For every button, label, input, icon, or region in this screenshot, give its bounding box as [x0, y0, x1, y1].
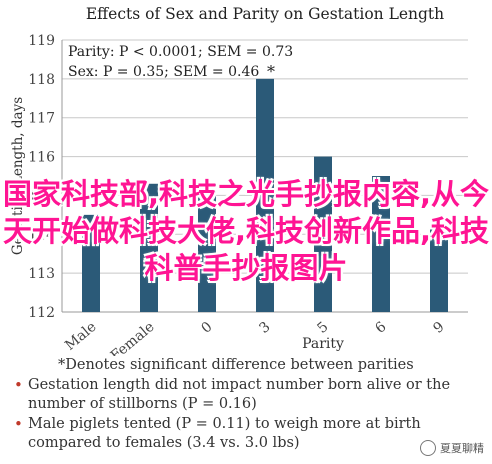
bar-annotation: * — [267, 62, 275, 81]
y-axis-label: Gestation Length, days — [10, 97, 26, 255]
bar — [314, 156, 332, 312]
y-tick-label: 113 — [28, 266, 55, 282]
bullet-icon: • — [14, 415, 23, 433]
x-tick-label: 0 — [198, 319, 215, 337]
x-tick-label: Male — [62, 319, 99, 354]
overlay-caption: 国家科技部,科技之光手抄报内容,从今天开始做科技大佬,科技创新作品,科技科普手抄… — [2, 177, 490, 285]
y-tick-label: 118 — [28, 72, 55, 88]
y-tick-label: 117 — [28, 111, 55, 127]
watermark-text: 夏夏聊精 — [440, 442, 484, 455]
watermark: 夏夏聊精 — [420, 440, 484, 456]
y-tick-label: 116 — [28, 150, 55, 166]
y-tick-label: 119 — [28, 33, 55, 49]
y-tick-label: 114 — [28, 227, 55, 243]
x-tick-label: 5 — [314, 319, 331, 337]
note-text: Gestation length did not impact number b… — [28, 377, 451, 412]
notes-section: *Denotes significant difference between … — [14, 356, 484, 454]
x-tick-label: 3 — [256, 319, 273, 337]
note-text: Male piglets tented (P = 0.11) to weigh … — [28, 416, 421, 451]
bar — [140, 183, 158, 312]
bar — [430, 226, 448, 312]
x-tick-label: 9 — [430, 319, 447, 337]
bar-chart: Effects of Sex and Parity on Gestation L… — [10, 5, 468, 356]
bar — [198, 183, 216, 312]
bar — [256, 78, 274, 312]
note-item: • Gestation length did not impact number… — [14, 376, 484, 414]
bullet-icon: • — [14, 376, 23, 394]
footnote-text: *Denotes significant difference between … — [58, 357, 414, 373]
y-tick-label: 115 — [28, 188, 55, 204]
x-axis-label: Parity — [302, 336, 344, 352]
note-item: • Male piglets tented (P = 0.11) to weig… — [14, 415, 484, 453]
bar — [372, 176, 390, 312]
x-tick-label: Female — [108, 319, 158, 356]
x-tick-label: 6 — [372, 319, 389, 337]
stat-annotation: Sex: P = 0.35; SEM = 0.46 — [68, 64, 259, 80]
chart-title: Effects of Sex and Parity on Gestation L… — [86, 5, 444, 23]
footnote: *Denotes significant difference between … — [14, 356, 484, 375]
stat-annotation: Parity: P < 0.0001; SEM = 0.73 — [68, 44, 293, 60]
bar — [82, 214, 100, 312]
wechat-icon — [420, 440, 436, 456]
y-tick-label: 112 — [28, 305, 55, 321]
